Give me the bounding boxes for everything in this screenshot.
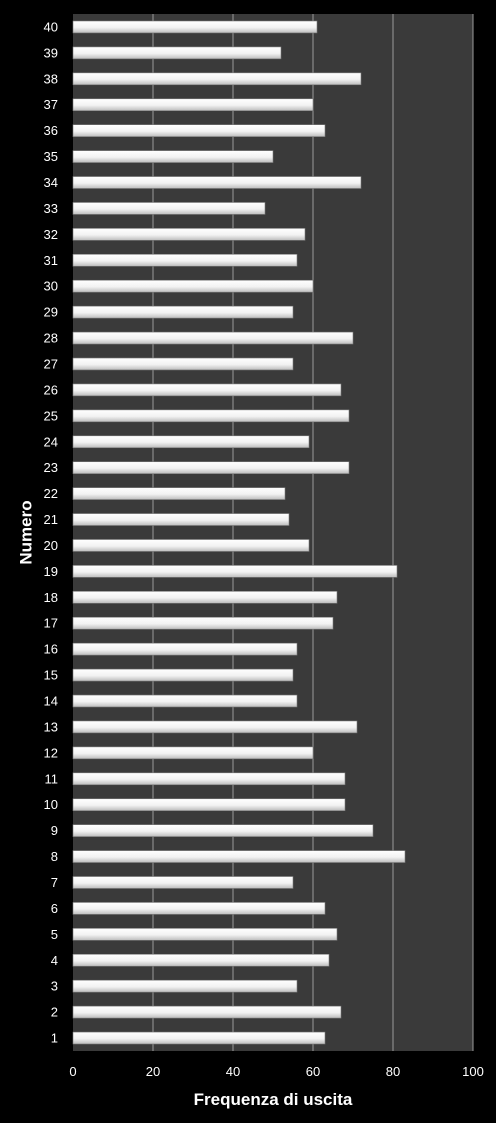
x-tick-label: 60 [306,1064,320,1079]
bar-9 [72,824,374,837]
bar-21 [72,513,290,526]
y-tick-label: 39 [44,45,58,60]
y-tick-label: 22 [44,486,58,501]
y-tick-label: 9 [51,823,58,838]
y-tick-label: 10 [44,797,58,812]
y-tick-label: 11 [45,771,59,786]
bar-29 [72,305,294,319]
y-tick-label: 26 [44,382,58,397]
y-tick-label: 40 [44,19,58,34]
bar-5 [72,928,338,941]
x-axis-title: Frequenza di uscita [194,1090,353,1109]
bar-2 [72,1005,342,1019]
y-tick-label: 13 [44,719,58,734]
y-tick-label: 24 [44,434,58,449]
bar-15 [72,668,294,682]
x-tick-label: 20 [146,1064,160,1079]
bar-33 [72,202,266,215]
plot-area [73,14,473,1051]
bar-30 [72,279,314,293]
bar-3 [72,979,298,993]
bar-4 [72,953,330,967]
bar-12 [72,746,314,760]
y-tick-label: 12 [44,745,58,760]
bar-6 [72,902,326,915]
bar-23 [72,461,350,474]
bar-31 [72,254,298,267]
x-tick-label: 40 [226,1064,240,1079]
x-tick-label: 100 [462,1064,484,1079]
y-tick-label: 33 [44,201,58,216]
bar-28 [72,331,354,345]
bar-27 [72,357,294,371]
bar-16 [72,642,298,656]
bar-10 [72,798,346,811]
x-tick-label: 80 [386,1064,400,1079]
bar-17 [72,616,334,630]
bar-39 [72,46,282,60]
y-tick-label: 30 [44,279,58,294]
y-tick-label: 18 [44,590,58,605]
bar-40 [72,20,318,34]
y-tick-label: 35 [44,149,58,164]
y-tick-label: 32 [44,227,58,242]
bar-19 [72,565,398,578]
bar-32 [72,228,306,241]
y-tick-label: 28 [44,331,58,346]
bar-36 [72,124,326,137]
x-tick-label: 0 [69,1064,76,1079]
bar-38 [72,72,362,86]
x-tick-labels: 0 20 40 60 80 100 [69,1064,483,1079]
bar-37 [72,98,314,112]
bar-14 [72,694,298,708]
bar-8 [72,850,406,863]
bar-1 [72,1031,326,1045]
bar-34 [72,176,362,189]
y-axis-title: Numero [16,500,35,564]
y-tick-label: 16 [44,642,58,657]
bar-11 [72,772,346,786]
y-tick-label: 2 [51,1005,58,1020]
bar-20 [72,539,310,552]
y-tick-label: 19 [44,564,58,579]
y-tick-label: 15 [44,668,58,683]
y-tick-label: 7 [51,875,58,890]
y-tick-label: 5 [51,927,58,942]
y-tick-label: 25 [44,408,58,423]
y-tick-label: 6 [51,901,58,916]
bar-22 [72,487,286,500]
y-tick-label: 1 [51,1031,58,1046]
y-tick-label: 21 [44,512,58,527]
y-tick-label: 36 [44,123,58,138]
bar-25 [72,409,350,423]
y-tick-label: 8 [51,849,58,864]
y-tick-label: 38 [44,71,58,86]
bar-13 [72,720,358,734]
y-tick-label: 27 [44,356,58,371]
y-tick-label: 31 [44,253,58,268]
y-tick-label: 29 [44,305,58,320]
bar-35 [72,150,274,163]
y-tick-label: 34 [44,175,58,190]
y-tick-label: 37 [44,97,58,112]
y-tick-label: 3 [51,979,58,994]
bar-26 [72,383,342,397]
bar-18 [72,591,338,604]
y-tick-label: 14 [44,694,58,709]
bars [72,20,406,1045]
y-tick-label: 20 [44,538,58,553]
bar-7 [72,876,294,889]
bar-24 [72,435,310,449]
y-tick-label: 23 [44,460,58,475]
y-tick-label: 4 [51,953,58,968]
y-tick-labels: 1234567891011121314151617181920212223242… [44,19,58,1045]
y-tick-label: 17 [44,616,58,631]
